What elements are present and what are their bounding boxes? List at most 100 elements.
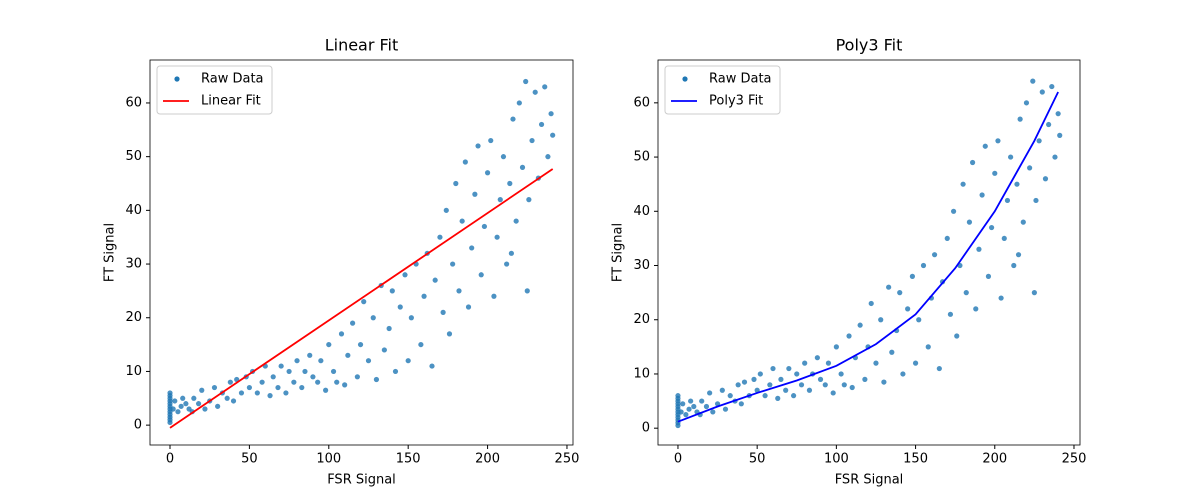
data-point bbox=[1004, 197, 1011, 204]
data-point bbox=[762, 393, 768, 399]
data-point bbox=[167, 390, 173, 396]
data-point bbox=[548, 111, 554, 117]
data-point bbox=[286, 368, 292, 375]
x-axis-label: FSR Signal bbox=[835, 473, 904, 488]
data-point bbox=[699, 398, 705, 404]
x-tick-label: 0 bbox=[166, 452, 174, 467]
chart-title: Linear Fit bbox=[325, 36, 399, 55]
x-tick-label: 50 bbox=[241, 452, 258, 467]
y-tick-label: 60 bbox=[125, 95, 142, 110]
data-point bbox=[545, 154, 551, 160]
data-point bbox=[402, 272, 408, 278]
data-point bbox=[488, 137, 494, 144]
data-point bbox=[443, 207, 449, 213]
data-point bbox=[386, 325, 392, 332]
data-point bbox=[1030, 78, 1036, 84]
data-point bbox=[469, 245, 475, 251]
data-point bbox=[294, 358, 300, 364]
data-point bbox=[267, 392, 273, 399]
data-point bbox=[516, 100, 522, 106]
data-point bbox=[1014, 181, 1020, 187]
data-point bbox=[995, 138, 1001, 144]
data-point bbox=[936, 365, 942, 372]
data-point bbox=[754, 387, 760, 393]
data-point bbox=[1008, 154, 1014, 160]
data-point bbox=[950, 208, 957, 214]
data-point bbox=[291, 379, 297, 385]
subplot: 0 50 100 150 200 250 0 10 20 30 40 50 60 Poly3 Fit FSR… bbox=[611, 36, 1087, 488]
x-tick-label: 100 bbox=[316, 452, 341, 467]
data-point bbox=[1011, 262, 1017, 269]
data-point bbox=[1001, 235, 1007, 242]
data-point bbox=[966, 219, 973, 225]
data-point bbox=[931, 252, 938, 258]
data-point bbox=[741, 379, 748, 385]
data-point bbox=[889, 349, 895, 355]
y-axis-label: FT Signal bbox=[103, 223, 118, 282]
data-point bbox=[767, 382, 773, 388]
x-tick-label: 200 bbox=[475, 452, 500, 467]
data-point bbox=[345, 352, 351, 358]
data-point bbox=[944, 235, 950, 242]
data-point bbox=[529, 137, 535, 144]
data-point bbox=[1033, 197, 1039, 204]
data-point bbox=[494, 234, 500, 240]
data-point bbox=[691, 403, 697, 410]
chart-title: Poly3 Fit bbox=[836, 36, 903, 55]
data-point bbox=[183, 401, 189, 407]
data-point bbox=[886, 284, 892, 290]
data-point bbox=[429, 363, 435, 369]
data-point bbox=[822, 382, 828, 388]
data-point bbox=[330, 368, 337, 375]
data-point bbox=[172, 398, 178, 404]
data-point bbox=[519, 164, 526, 170]
data-point bbox=[361, 299, 367, 305]
data-point bbox=[846, 333, 852, 339]
y-tick-label: 30 bbox=[633, 258, 650, 273]
data-point bbox=[900, 371, 906, 377]
y-tick-label: 60 bbox=[633, 95, 650, 110]
data-point bbox=[985, 273, 992, 279]
data-point bbox=[230, 398, 237, 404]
data-point bbox=[283, 390, 289, 396]
data-point bbox=[707, 390, 713, 396]
data-point bbox=[405, 358, 411, 364]
data-point bbox=[307, 352, 313, 358]
data-point bbox=[1052, 154, 1058, 160]
legend-marker bbox=[174, 76, 180, 82]
data-point bbox=[862, 376, 868, 382]
data-point bbox=[542, 84, 548, 90]
data-point bbox=[478, 272, 484, 278]
data-point bbox=[507, 180, 513, 187]
data-point bbox=[954, 333, 960, 339]
data-point bbox=[500, 154, 507, 160]
data-point bbox=[920, 262, 927, 269]
data-point bbox=[683, 412, 689, 418]
data-point bbox=[1057, 132, 1063, 138]
data-point bbox=[751, 376, 757, 382]
x-tick-label: 250 bbox=[1062, 452, 1087, 467]
data-point bbox=[817, 376, 824, 382]
y-tick-label: 20 bbox=[633, 312, 650, 327]
data-point bbox=[195, 401, 202, 407]
data-point bbox=[798, 382, 805, 388]
data-point bbox=[310, 374, 316, 380]
data-point bbox=[830, 390, 836, 396]
y-tick-label: 30 bbox=[125, 257, 142, 272]
data-point bbox=[982, 143, 988, 149]
data-point bbox=[688, 398, 694, 404]
data-point bbox=[925, 344, 931, 350]
data-point bbox=[365, 358, 372, 364]
data-point bbox=[1036, 138, 1042, 144]
data-point bbox=[905, 306, 911, 312]
data-point bbox=[227, 379, 233, 385]
data-point bbox=[757, 371, 763, 377]
data-point bbox=[550, 132, 556, 138]
plot-frame bbox=[657, 59, 1081, 446]
data-point bbox=[675, 393, 681, 399]
x-tick-label: 250 bbox=[555, 452, 580, 467]
data-point bbox=[318, 358, 324, 364]
data-point bbox=[686, 406, 692, 412]
data-point bbox=[254, 390, 260, 396]
